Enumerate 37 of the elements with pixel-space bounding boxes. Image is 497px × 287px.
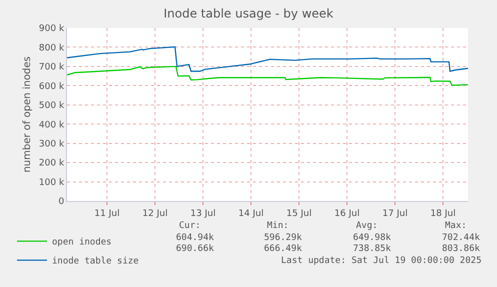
line-series xyxy=(67,46,468,72)
legend-label: open inodes xyxy=(52,238,112,248)
chart-title: Inode table usage - by week xyxy=(164,6,334,20)
y-tick-label: 0 xyxy=(58,197,64,208)
x-tick-label: 12 Jul xyxy=(142,208,168,219)
text: 690.66k xyxy=(176,244,215,254)
text: 604.94k xyxy=(176,233,215,243)
text: Cur: xyxy=(179,221,201,231)
y-axis-title: number of open inodes xyxy=(22,56,33,173)
y-tick-label: 900 k xyxy=(38,24,65,34)
y-tick-label: 400 k xyxy=(38,120,65,130)
text: 803.86k xyxy=(442,244,481,254)
y-tick-label: 200 k xyxy=(38,158,65,169)
text: 702.44k xyxy=(442,233,481,243)
text: 649.98k xyxy=(353,233,392,243)
x-tick-label: 17 Jul xyxy=(382,208,408,219)
text: Avg: xyxy=(356,221,378,231)
text: 738.85k xyxy=(353,244,392,254)
x-tick-label: 13 Jul xyxy=(190,208,216,219)
line-series xyxy=(67,66,468,86)
y-tick-label: 300 k xyxy=(38,139,65,150)
text: Min: xyxy=(267,221,289,231)
x-tick-label: 18 Jul xyxy=(430,208,456,219)
text: Last update: Sat Jul 19 00:00:00 2025 xyxy=(281,256,482,266)
y-tick-label: 100 k xyxy=(38,178,65,188)
x-tick-label: 16 Jul xyxy=(334,208,360,219)
x-tick-label: 15 Jul xyxy=(286,208,312,219)
y-tick-label: 800 k xyxy=(38,43,65,54)
x-tick-label: 11 Jul xyxy=(94,208,120,219)
text: 666.49k xyxy=(264,244,303,254)
text: 596.29k xyxy=(264,233,303,243)
text: Max: xyxy=(445,221,467,231)
y-tick-label: 500 k xyxy=(38,101,65,112)
legend-label: inode table size xyxy=(52,256,139,267)
y-tick-label: 700 k xyxy=(38,62,65,73)
y-tick-label: 600 k xyxy=(38,82,65,92)
x-tick-label: 14 Jul xyxy=(238,208,264,219)
